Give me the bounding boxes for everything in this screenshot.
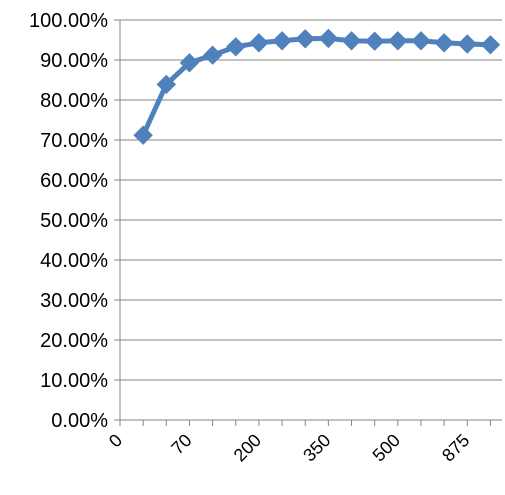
y-tick-label: 40.00% <box>40 250 108 272</box>
data-point-marker <box>156 74 177 95</box>
data-point-marker <box>295 29 315 49</box>
data-point-marker <box>226 37 246 57</box>
y-tick-label: 60.00% <box>40 170 108 192</box>
data-point-marker <box>249 33 269 53</box>
x-axis-tick-labels: 0 70 200 350 500 875 <box>105 430 473 465</box>
x-tick-label: 70 <box>167 430 195 458</box>
x-tick-label: 875 <box>438 430 473 465</box>
data-point-marker <box>133 125 153 145</box>
data-point-marker <box>480 35 501 55</box>
y-tick-label: 50.00% <box>40 210 108 232</box>
data-point-marker <box>457 34 477 54</box>
x-tick-label: 0 <box>105 430 126 451</box>
y-tick-label: 10.00% <box>40 370 108 392</box>
y-tick-label: 80.00% <box>40 90 108 112</box>
y-tick-label: 20.00% <box>40 330 108 352</box>
data-point-marker <box>318 28 339 49</box>
y-tick-label: 100.00% <box>29 10 108 32</box>
data-point-marker <box>202 45 223 65</box>
series-line <box>140 35 491 137</box>
data-point-marker <box>434 33 454 53</box>
y-tick-label: 30.00% <box>40 290 108 312</box>
data-point-marker <box>179 53 200 73</box>
y-tick-label: 70.00% <box>40 130 108 152</box>
series-group <box>133 28 501 145</box>
y-axis-tick-labels: 0.00% 10.00% 20.00% 30.00% 40.00% 50.00% 60.00… <box>29 10 108 432</box>
x-tick-label: 200 <box>230 430 265 465</box>
data-point-marker <box>364 31 385 51</box>
data-point-marker <box>388 31 408 51</box>
x-tick-label: 500 <box>369 430 404 465</box>
y-tick-label: 90.00% <box>40 50 108 72</box>
y-tick-label: 0.00% <box>51 410 108 432</box>
data-point-marker <box>341 31 362 51</box>
x-tick-label: 350 <box>299 430 334 465</box>
data-point-marker <box>411 31 431 51</box>
axes <box>114 19 502 426</box>
data-point-marker <box>272 31 292 51</box>
gridlines <box>120 19 502 381</box>
